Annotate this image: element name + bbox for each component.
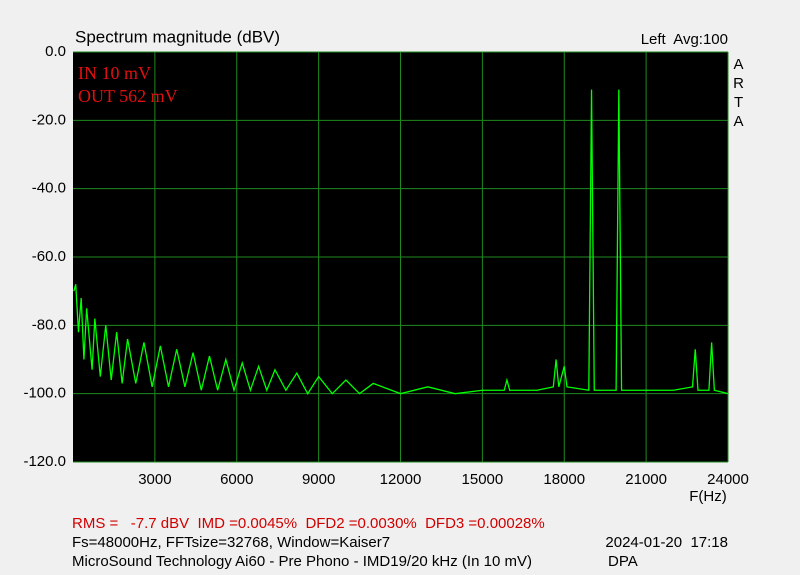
x-tick-label: 24000 [707,471,749,488]
y-tick-label: -120.0 [23,453,66,470]
y-tick-label: -80.0 [32,316,66,333]
author: DPA [608,553,638,570]
chart-title: Spectrum magnitude (dBV) [75,27,280,46]
description: MicroSound Technology Ai60 - Pre Phono -… [72,553,532,570]
x-tick-label: 18000 [543,471,585,488]
x-tick-label: 21000 [625,471,667,488]
x-tick-label: 15000 [462,471,504,488]
channel-label: Left Avg:100 [641,31,728,48]
x-axis-label: F(Hz) [689,488,727,505]
x-tick-label: 12000 [380,471,422,488]
x-tick-label: 6000 [220,471,253,488]
x-tick-label: 3000 [138,471,171,488]
timestamp: 2024-01-20 17:18 [605,534,728,551]
measurements: RMS = -7.7 dBV IMD =0.0045% DFD2 =0.0030… [72,515,545,532]
settings: Fs=48000Hz, FFTsize=32768, Window=Kaiser… [72,534,390,551]
x-tick-label: 9000 [302,471,335,488]
y-tick-label: -60.0 [32,248,66,265]
y-tick-label: -40.0 [32,180,66,197]
y-tick-label: -20.0 [32,111,66,128]
y-tick-label: 0.0 [45,43,66,60]
watermark: ARTA [730,56,747,132]
annotation: IN 10 mV [78,63,151,83]
annotation: OUT 562 mV [78,86,178,106]
y-tick-label: -100.0 [23,385,66,402]
spectrum-line [73,89,729,395]
